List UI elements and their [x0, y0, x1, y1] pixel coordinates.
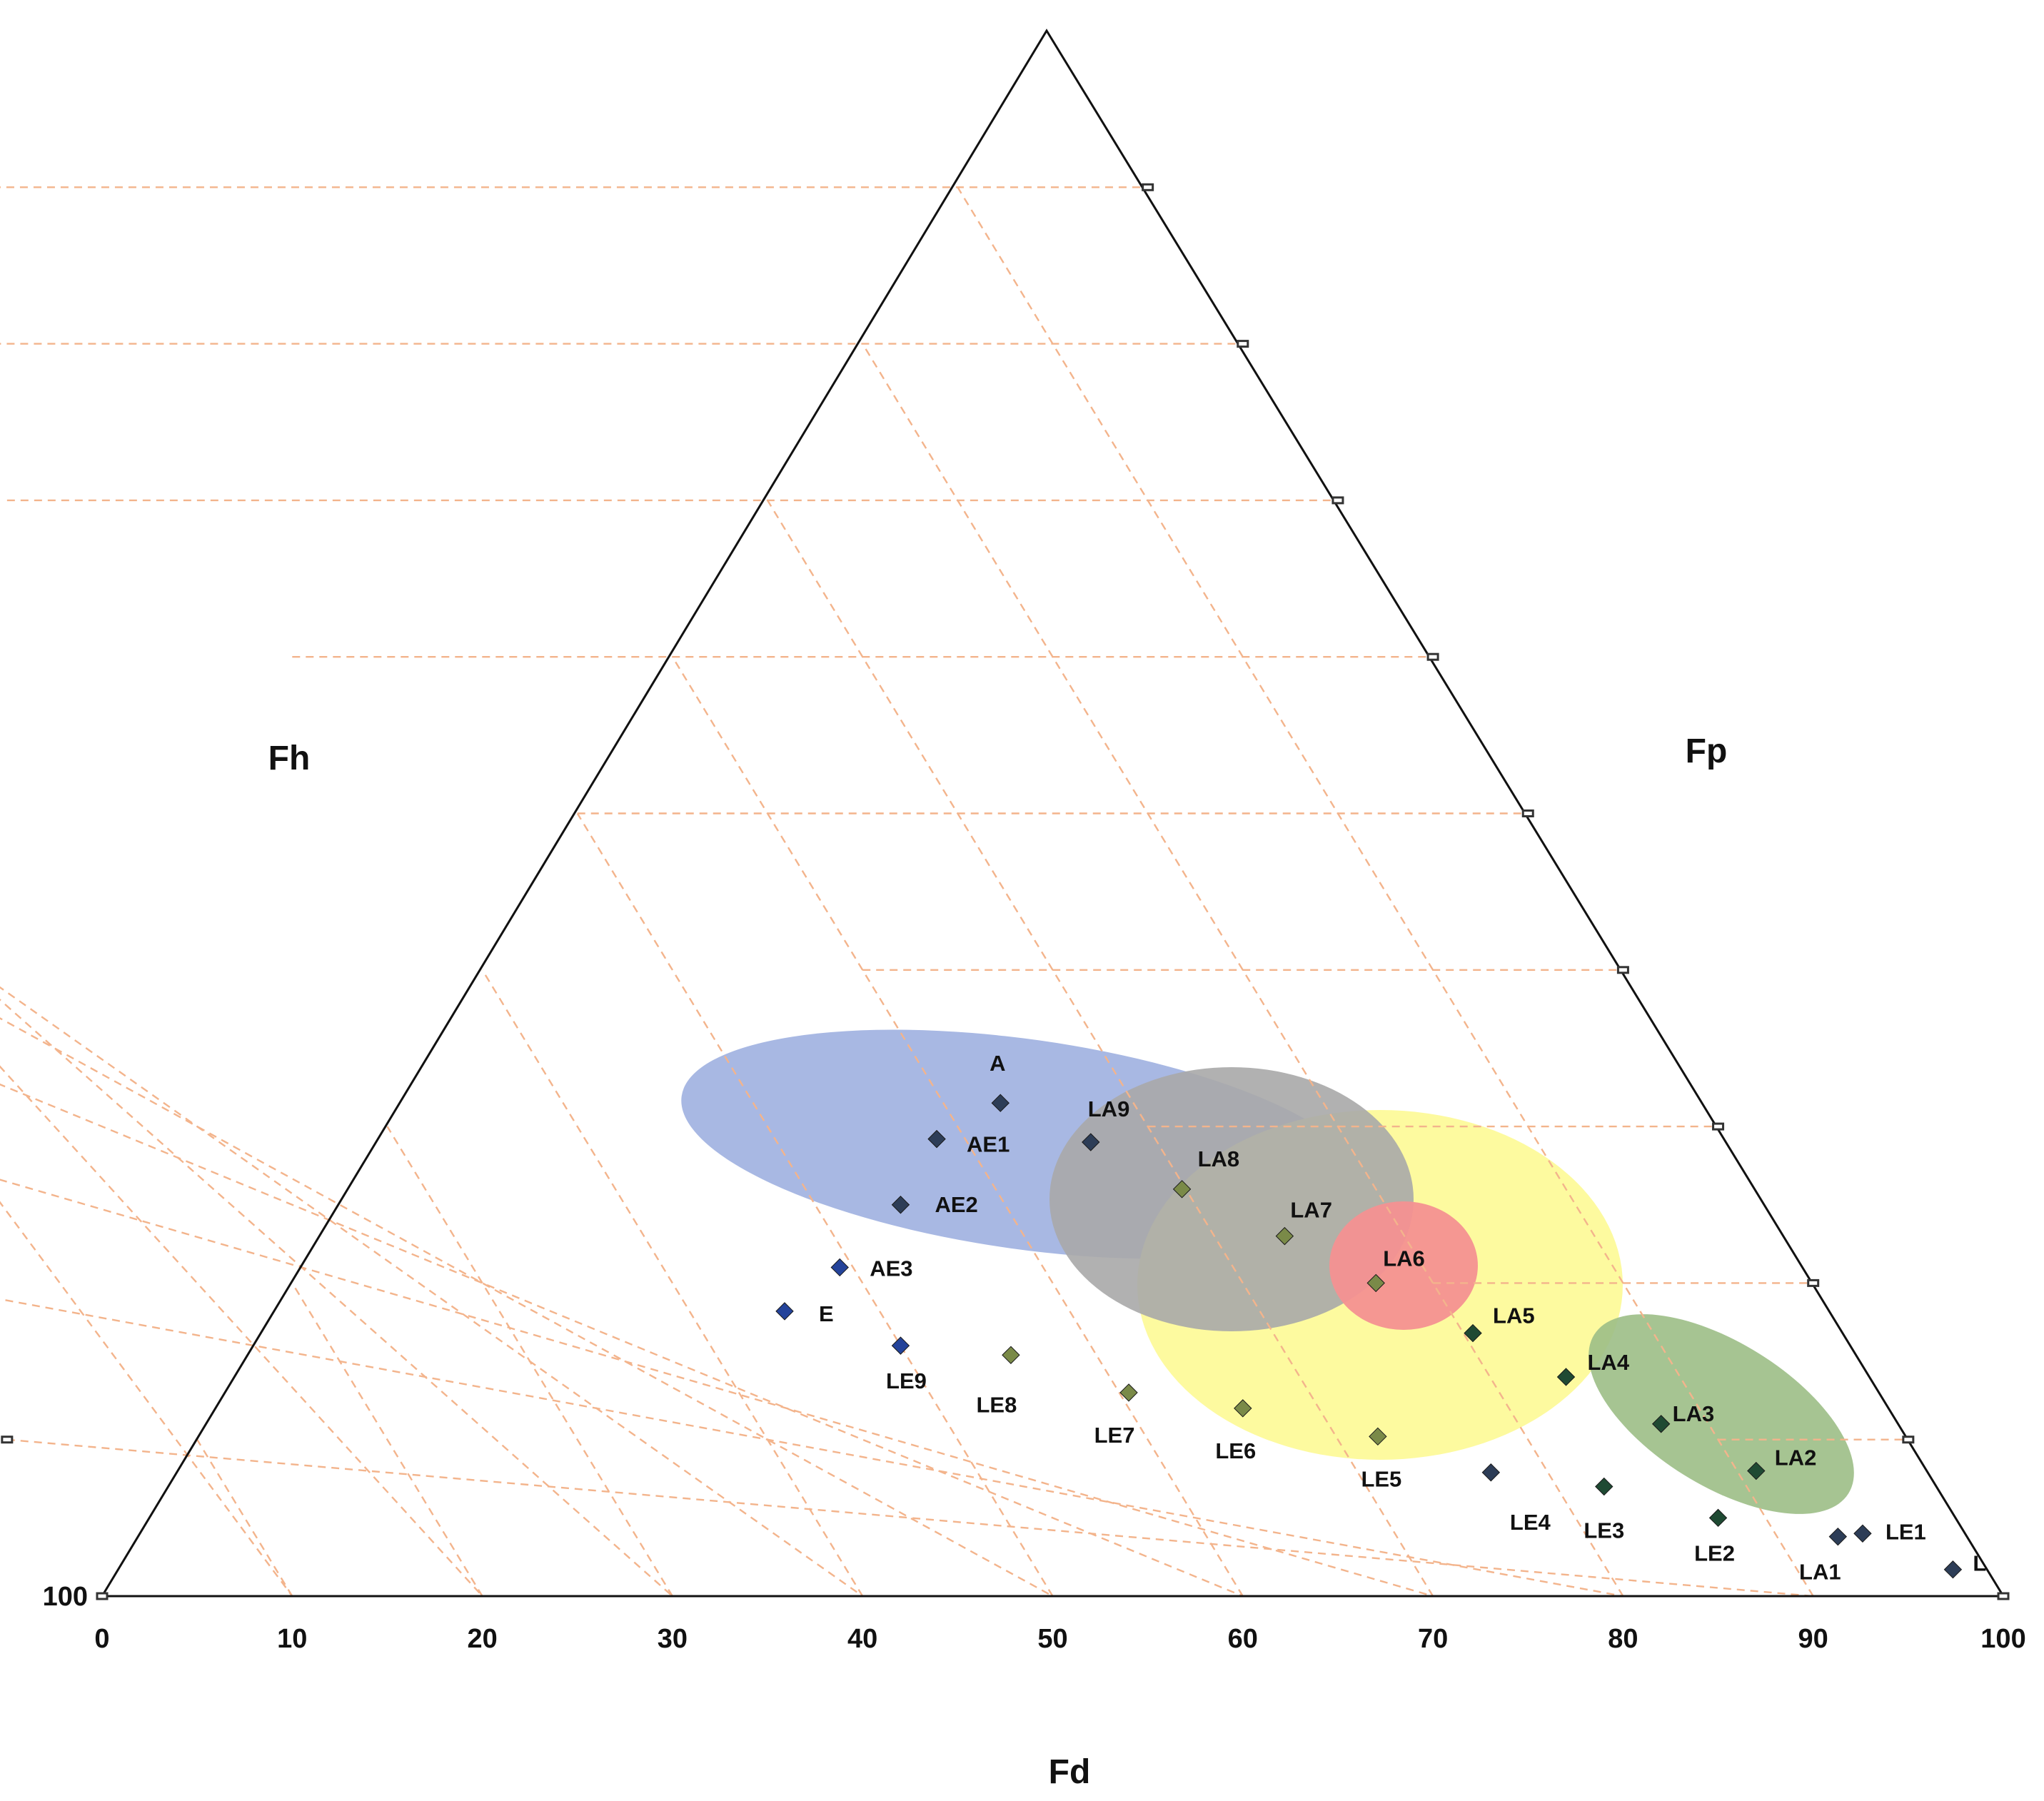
bottom-axis-tick-label: 30	[658, 1624, 688, 1654]
left-axis-tick-mark	[96, 1592, 109, 1600]
point-label-la8: LA8	[1198, 1146, 1240, 1171]
grid-line-fp-10	[6, 1438, 1813, 1598]
grid-line-fd-50	[576, 812, 1054, 1597]
point-label-le2: LE2	[1694, 1540, 1735, 1565]
grid-line-fp-90	[0, 1201, 293, 1597]
data-point-ae1	[927, 1129, 946, 1149]
data-point-la8	[1172, 1180, 1192, 1199]
point-label-le7: LE7	[1094, 1423, 1135, 1448]
data-point-la7	[1275, 1226, 1294, 1246]
data-point-la4	[1556, 1368, 1576, 1386]
point-label-le5: LE5	[1361, 1466, 1401, 1491]
data-point-le7	[1119, 1383, 1138, 1402]
grid-line-fd-80	[862, 343, 1624, 1597]
grid-layer	[0, 186, 1908, 1598]
grid-line-fd-70	[767, 500, 1434, 1597]
right-axis-tick-mark	[1902, 1436, 1915, 1444]
left-axis-tick-mark	[1, 1436, 14, 1444]
bottom-axis-tick-label: 10	[277, 1624, 307, 1654]
bottom-axis-tick-label: 90	[1798, 1624, 1828, 1654]
grid-line-fd-90	[957, 186, 1814, 1597]
point-label-ae1: AE1	[967, 1132, 1010, 1157]
right-axis-tick-mark	[1426, 652, 1439, 661]
data-point-la3	[1651, 1415, 1671, 1433]
data-point-e	[775, 1302, 794, 1321]
axis-title-fp: Fp	[1686, 732, 1728, 770]
point-label-la9: LA9	[1088, 1096, 1130, 1121]
point-label-a: A	[990, 1051, 1005, 1076]
right-axis-tick-mark	[1237, 340, 1249, 348]
bottom-axis-tick-label: 80	[1608, 1624, 1638, 1654]
grid-line-fd-20	[291, 1282, 483, 1597]
bottom-axis-tick-label: 40	[847, 1624, 877, 1654]
point-label-le8: LE8	[976, 1392, 1017, 1417]
corner-tick-mark	[1997, 1592, 2010, 1600]
data-point-le4	[1481, 1463, 1501, 1482]
point-label-l: L	[1973, 1551, 1986, 1576]
data-point-l	[1943, 1560, 1963, 1579]
point-label-le4: LE4	[1510, 1510, 1551, 1535]
bottom-axis-tick-label: 0	[94, 1624, 109, 1654]
grid-line-fd-40	[481, 969, 864, 1597]
region-gray	[1049, 1067, 1414, 1331]
data-point-la6	[1366, 1273, 1385, 1293]
data-point-le3	[1595, 1477, 1613, 1496]
right-axis-tick-mark	[1521, 809, 1534, 817]
data-point-la1	[1828, 1527, 1848, 1546]
point-label-le6: LE6	[1215, 1438, 1256, 1463]
grid-line-fp-70	[0, 999, 673, 1597]
point-label-le9: LE9	[886, 1368, 927, 1393]
right-axis-tick-mark	[1712, 1122, 1725, 1131]
region-pink	[1329, 1201, 1478, 1330]
data-point-la9	[1082, 1133, 1100, 1151]
point-label-la7: LA7	[1290, 1198, 1332, 1223]
point-label-le3: LE3	[1584, 1518, 1624, 1543]
point-label-le1: LE1	[1886, 1519, 1926, 1544]
left-axis-tick-label: 100	[43, 1582, 88, 1612]
bottom-axis-tick-label: 20	[467, 1624, 497, 1654]
bottom-axis-tick-label: 100	[1980, 1624, 2025, 1654]
points-layer: A AE1 AE2 AE3 E LE9 LE8 LE7 LE6 LE5 LE4 LE3 LE2 LE1 LA…	[775, 1051, 1986, 1585]
point-label-e: E	[819, 1301, 834, 1326]
bottom-axis-tick-label: 50	[1037, 1624, 1067, 1654]
grid-line-fd-60	[671, 656, 1244, 1597]
data-point-ae2	[891, 1196, 910, 1214]
grid-line-fp-60	[0, 986, 863, 1597]
grid-line-fp-30	[0, 1179, 1434, 1598]
point-label-la5: LA5	[1493, 1303, 1535, 1328]
right-axis-tick-mark	[1331, 496, 1344, 505]
data-point-le9	[891, 1336, 910, 1355]
data-point-la5	[1464, 1323, 1482, 1343]
point-label-ae2: AE2	[935, 1192, 977, 1217]
region-green	[1589, 1314, 1854, 1514]
right-axis-tick-mark	[1616, 966, 1629, 974]
bottom-axis-tick-label: 70	[1418, 1624, 1448, 1654]
data-point-le2	[1708, 1508, 1728, 1528]
data-point-le8	[1002, 1346, 1020, 1364]
axis-title-fh: Fh	[268, 740, 311, 777]
data-point-la2	[1747, 1461, 1766, 1480]
right-axis-tick-mark	[1142, 183, 1154, 191]
point-label-la2: LA2	[1775, 1446, 1817, 1470]
point-label-la1: LA1	[1799, 1560, 1841, 1585]
grid-line-fd-10	[196, 1439, 293, 1597]
point-label-ae3: AE3	[870, 1256, 912, 1281]
data-point-le6	[1234, 1399, 1252, 1418]
data-point-a	[991, 1094, 1010, 1112]
point-label-la4: LA4	[1588, 1350, 1630, 1375]
point-label-la6: LA6	[1383, 1246, 1425, 1271]
triangle-frame: 0102030405060708090100010203040506070809…	[1, 29, 2026, 1654]
grid-line-fp-80	[0, 1065, 483, 1597]
right-axis-tick-mark	[1807, 1278, 1820, 1287]
bottom-axis-tick-label: 60	[1228, 1624, 1258, 1654]
axis-title-fd: Fd	[1049, 1753, 1091, 1791]
regions-layer	[681, 1029, 1854, 1514]
data-point-le1	[1853, 1524, 1872, 1543]
point-label-la3: LA3	[1673, 1401, 1715, 1426]
data-point-le5	[1369, 1427, 1387, 1446]
data-point-ae3	[830, 1258, 849, 1277]
